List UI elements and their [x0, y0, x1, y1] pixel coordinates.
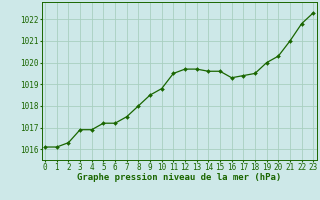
X-axis label: Graphe pression niveau de la mer (hPa): Graphe pression niveau de la mer (hPa) — [77, 173, 281, 182]
